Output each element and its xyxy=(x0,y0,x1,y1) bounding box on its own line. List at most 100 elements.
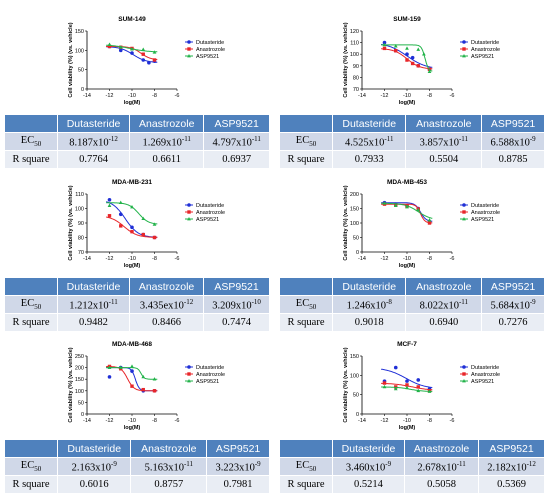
data-point xyxy=(107,42,112,46)
y-tick-label: 90 xyxy=(353,64,359,70)
data-point xyxy=(152,389,157,393)
legend-label: Dutasteride xyxy=(471,365,499,371)
chart-svg: MCF-7 -14 -12 -10 -8 -6 0 50 100 150 log(M) Cell vi… xyxy=(343,341,500,431)
x-tick-label: -14 xyxy=(358,256,366,262)
x-tick-label: -8 xyxy=(152,93,157,99)
data-point xyxy=(130,205,134,209)
data-point xyxy=(405,385,409,390)
y-tick-label: 100 xyxy=(350,221,359,227)
table-cell: 0.8466 xyxy=(129,313,205,331)
x-tick-label: -10 xyxy=(403,256,411,262)
table-row-label: EC50 xyxy=(5,295,58,314)
legend-marker xyxy=(462,47,466,51)
table-cell: 6.588x10-9 xyxy=(481,132,545,151)
series-line xyxy=(381,203,433,224)
data-point xyxy=(427,221,432,225)
legend-label: Anastrozole xyxy=(196,210,225,216)
table-column-header: Dutasteride xyxy=(57,115,131,133)
axes xyxy=(86,194,177,253)
y-tick-label: 50 xyxy=(353,236,359,242)
table-row: EC50 1.212x10-11 3.435ex10-12 3.209x10-10 xyxy=(5,295,270,314)
table-cell: 1.246x10-8 xyxy=(332,295,407,314)
x-tick-label: -6 xyxy=(175,93,180,99)
table-column-header: Anastrozole xyxy=(405,115,483,133)
legend-label: Dutasteride xyxy=(196,203,224,209)
table-column-header: Anastrozole xyxy=(129,278,205,296)
data-point xyxy=(130,225,134,230)
x-tick-label: -10 xyxy=(128,418,136,424)
y-tick-label: 0 xyxy=(81,412,84,418)
chart-svg: MDA-MB-453 -14 -12 -10 -8 -6 0 50 100 150 200 log(M… xyxy=(343,179,500,269)
table-cell: 0.6611 xyxy=(129,150,205,168)
series-line xyxy=(381,202,433,222)
legend-label: ASP9521 xyxy=(196,217,219,223)
legend-marker xyxy=(462,378,466,383)
y-tick-label: 110 xyxy=(350,41,359,47)
chart: MDA-MB-453 -14 -12 -10 -8 -6 0 50 100 150 200 log(M… xyxy=(280,168,545,270)
y-axis-label: Cell viability (%) (vs. vehicle) xyxy=(343,347,349,422)
table-column-header: ASP9521 xyxy=(206,440,270,458)
x-tick-label: -14 xyxy=(83,418,91,424)
table-cell: 3.223x10-9 xyxy=(206,457,270,476)
x-tick-label: -8 xyxy=(152,418,157,424)
table-row-label: R square xyxy=(280,150,333,168)
y-tick-label: 100 xyxy=(75,48,84,54)
data-point xyxy=(393,365,398,370)
legend-marker xyxy=(187,378,191,383)
data-point xyxy=(141,216,146,221)
data-point xyxy=(141,47,146,51)
x-tick-label: -10 xyxy=(403,418,411,424)
legend-marker xyxy=(187,40,191,44)
y-tick-label: 150 xyxy=(350,354,359,360)
data-point xyxy=(107,198,112,202)
y-tick-label: 100 xyxy=(75,207,84,213)
table-cell: 0.9482 xyxy=(57,313,130,331)
table-corner xyxy=(280,278,333,296)
table-column-header: ASP9521 xyxy=(481,278,545,296)
chart: MCF-7 -14 -12 -10 -8 -6 0 50 100 150 log(M) Cell vi… xyxy=(280,330,545,432)
table-cell: 1.212x10-11 xyxy=(57,295,130,314)
data-point xyxy=(410,55,415,60)
data-point xyxy=(410,61,415,66)
table-cell: 0.5369 xyxy=(478,475,545,493)
data-point xyxy=(130,369,134,373)
y-tick-label: 100 xyxy=(75,389,84,395)
y-tick-label: 0 xyxy=(81,87,84,93)
data-point xyxy=(427,218,432,222)
x-tick-label: -6 xyxy=(175,418,180,424)
table-row: EC50 8.187x10-12 1.269x10-11 4.797x10-11 xyxy=(5,132,270,151)
data-point xyxy=(152,58,157,62)
chart-svg: SUM-149 -14 -12 -10 -8 -6 0 50 100 150 log(M) Cell … xyxy=(68,16,225,106)
table-cell: 4.797x10-11 xyxy=(203,132,270,151)
x-tick-label: -10 xyxy=(128,256,136,262)
legend-label: Dutasteride xyxy=(196,365,224,371)
data-point xyxy=(130,364,134,368)
table-row: R square 0.7764 0.6611 0.6937 xyxy=(5,150,270,168)
data-point xyxy=(130,51,134,55)
data-point xyxy=(422,52,426,56)
table-column-header: Dutasteride xyxy=(57,278,130,296)
x-axis-label: log(M) xyxy=(124,425,141,431)
table-column-header: Dutasteride xyxy=(332,115,407,133)
table-cell: 0.8757 xyxy=(130,475,208,493)
y-tick-label: 120 xyxy=(350,29,359,35)
y-tick-label: 50 xyxy=(78,400,84,406)
data-point xyxy=(405,383,409,387)
data-point xyxy=(393,203,398,207)
table-row-label: R square xyxy=(5,475,58,493)
data-point xyxy=(118,212,123,217)
table-row: R square 0.9482 0.8466 0.7474 xyxy=(5,313,270,331)
data-point xyxy=(416,64,420,68)
x-tick-label: -14 xyxy=(358,93,366,99)
table-row: R square 0.5214 0.5058 0.5369 xyxy=(280,475,545,493)
table-cell: 0.6937 xyxy=(203,150,270,168)
x-tick-label: -6 xyxy=(450,418,455,424)
y-axis-label: Cell viability (%) (vs. vehicle) xyxy=(68,185,74,260)
data-point xyxy=(141,52,145,56)
data-point xyxy=(416,207,421,212)
legend-marker xyxy=(462,53,466,58)
table-column-header: ASP9521 xyxy=(203,278,270,296)
data-point xyxy=(107,365,112,369)
table-column-header: ASP9521 xyxy=(481,115,545,133)
x-tick-label: -14 xyxy=(83,93,91,99)
